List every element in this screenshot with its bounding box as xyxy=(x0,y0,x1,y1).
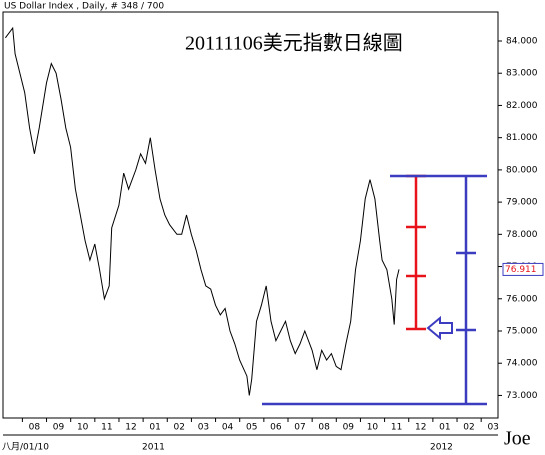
header: US Dollar Index , Daily, # 348 / 700 xyxy=(4,2,164,12)
y-tick-label: 73.000 xyxy=(506,391,538,401)
x-tick-label: 04 xyxy=(222,423,234,433)
start-label: 八月/01/10 xyxy=(2,442,49,453)
plot-frame xyxy=(2,11,499,419)
x-tick-label: 03 xyxy=(487,423,498,433)
signature: Joe xyxy=(504,428,531,450)
price-line xyxy=(5,26,400,396)
x-tick-label: 09 xyxy=(343,423,355,433)
x-tick-label: 01 xyxy=(149,423,160,433)
y-tick-label: 80.000 xyxy=(506,165,538,175)
x-tick-label: 08 xyxy=(29,423,41,433)
x-tick-label: 12 xyxy=(415,423,426,433)
x-tick-label: 10 xyxy=(367,423,379,433)
y-tick-label: 76.000 xyxy=(506,294,538,304)
year-label: 2011 xyxy=(142,443,165,453)
x-tick-label: 08 xyxy=(318,423,330,433)
y-tick-label: 82.000 xyxy=(506,101,538,111)
x-tick-label: 10 xyxy=(77,423,89,433)
x-tick-label: 02 xyxy=(463,423,474,433)
x-tick-label: 11 xyxy=(101,423,112,433)
x-tick-label: 06 xyxy=(270,423,282,433)
x-tick-label: 05 xyxy=(246,423,257,433)
red-bracket xyxy=(406,174,426,331)
x-tick-label: 11 xyxy=(391,423,402,433)
x-tick-label: 09 xyxy=(53,423,65,433)
y-tick-label: 83.000 xyxy=(506,69,538,79)
y-tick-label: 81.000 xyxy=(506,133,538,143)
x-tick-label: 01 xyxy=(439,423,450,433)
x-tick-label: 03 xyxy=(198,423,209,433)
last-value-box xyxy=(502,262,544,276)
y-tick-label: 79.000 xyxy=(506,198,538,208)
year-label: 2012 xyxy=(430,443,453,453)
x-tick-label: 02 xyxy=(174,423,185,433)
last-value-label: 76.911 xyxy=(505,265,537,275)
y-tick-label: 74.000 xyxy=(506,359,538,369)
arrow xyxy=(426,315,453,341)
y-tick-label: 75.000 xyxy=(506,327,538,337)
x-tick-label: 12 xyxy=(125,423,136,433)
blue-bracket xyxy=(262,174,487,406)
chart-title: 20111106美元指數日線圖 xyxy=(185,32,403,55)
y-tick-label: 84.000 xyxy=(506,37,538,47)
y-tick-label: 78.000 xyxy=(506,230,538,240)
x-tick-label: 07 xyxy=(294,423,305,433)
